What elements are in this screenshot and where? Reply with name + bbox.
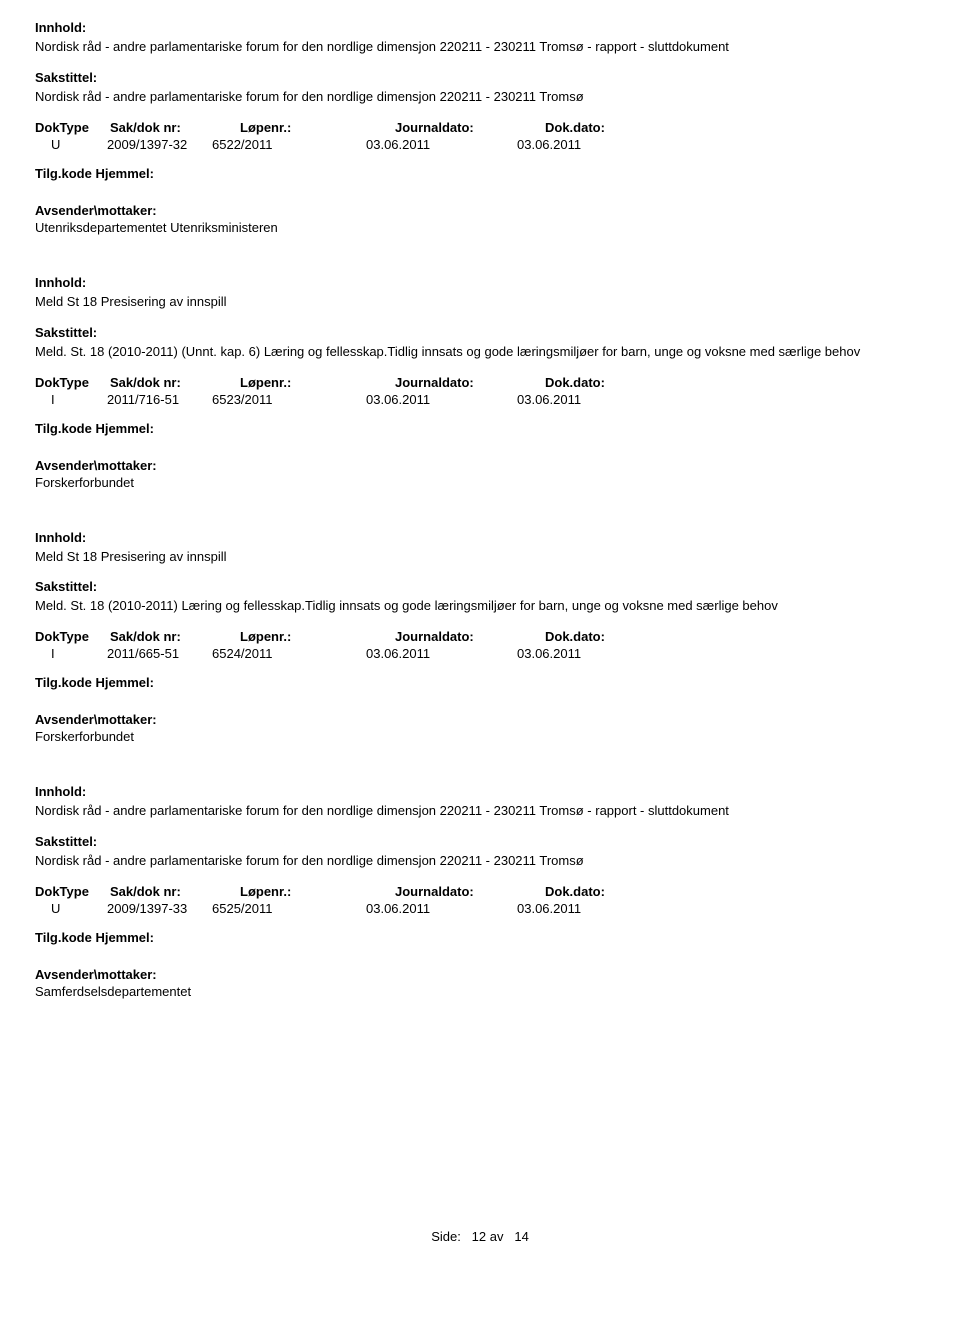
avsender-label: Avsender\mottaker: <box>35 712 925 727</box>
col-header-dokdato: Dok.dato: <box>545 884 695 899</box>
avsender-value: Forskerforbundet <box>35 729 925 744</box>
journal-entry: Innhold: Nordisk råd - andre parlamentar… <box>35 20 925 235</box>
journal-entry: Innhold: Meld St 18 Presisering av innsp… <box>35 530 925 745</box>
col-sakdok: 2009/1397-33 <box>79 901 212 916</box>
avsender-label: Avsender\mottaker: <box>35 967 925 982</box>
col-dokdato: 03.06.2011 <box>517 901 667 916</box>
page-total: 14 <box>514 1229 528 1244</box>
col-doctype: U <box>35 137 79 152</box>
page-footer: Side: 12 av 14 <box>35 1229 925 1244</box>
col-dokdato: 03.06.2011 <box>517 646 667 661</box>
col-journal: 03.06.2011 <box>366 392 517 407</box>
col-journal: 03.06.2011 <box>366 137 517 152</box>
col-header-lopenr: Løpenr.: <box>240 120 395 135</box>
col-doctype: I <box>35 392 79 407</box>
avsender-value: Samferdselsdepartementet <box>35 984 925 999</box>
doc-data-row: I 2011/716-51 6523/2011 03.06.2011 03.06… <box>35 392 925 407</box>
avsender-value: Utenriksdepartementet Utenriksministeren <box>35 220 925 235</box>
doc-header-row: DokType Sak/dok nr: Løpenr.: Journaldato… <box>35 884 925 899</box>
innhold-label: Innhold: <box>35 530 925 545</box>
innhold-label: Innhold: <box>35 275 925 290</box>
sakstittel-value: Meld. St. 18 (2010-2011) Læring og felle… <box>35 598 925 615</box>
page-current: 12 <box>472 1229 486 1244</box>
sakstittel-label: Sakstittel: <box>35 579 925 594</box>
journal-entry: Innhold: Nordisk råd - andre parlamentar… <box>35 784 925 999</box>
tilgkode-label: Tilg.kode <box>35 930 92 945</box>
col-header-journal: Journaldato: <box>395 884 545 899</box>
innhold-label: Innhold: <box>35 784 925 799</box>
doc-header-row: DokType Sak/dok nr: Løpenr.: Journaldato… <box>35 629 925 644</box>
col-header-lopenr: Løpenr.: <box>240 629 395 644</box>
col-sakdok: 2009/1397-32 <box>79 137 212 152</box>
col-lopenr: 6525/2011 <box>212 901 366 916</box>
tilg-row: Tilg.kode Hjemmel: <box>35 166 925 181</box>
avsender-label: Avsender\mottaker: <box>35 458 925 473</box>
hjemmel-label: Hjemmel: <box>95 675 154 690</box>
doc-header-row: DokType Sak/dok nr: Løpenr.: Journaldato… <box>35 375 925 390</box>
col-sakdok: 2011/665-51 <box>79 646 212 661</box>
col-dokdato: 03.06.2011 <box>517 392 667 407</box>
tilg-row: Tilg.kode Hjemmel: <box>35 930 925 945</box>
sakstittel-value: Nordisk råd - andre parlamentariske foru… <box>35 89 925 106</box>
doc-data-row: I 2011/665-51 6524/2011 03.06.2011 03.06… <box>35 646 925 661</box>
col-header-dokdato: Dok.dato: <box>545 629 695 644</box>
tilgkode-label: Tilg.kode <box>35 675 92 690</box>
col-header-doctype: DokType <box>35 629 110 644</box>
col-header-doctype: DokType <box>35 884 110 899</box>
hjemmel-label: Hjemmel: <box>95 166 154 181</box>
col-header-lopenr: Løpenr.: <box>240 884 395 899</box>
col-header-doctype: DokType <box>35 375 110 390</box>
doc-header-row: DokType Sak/dok nr: Løpenr.: Journaldato… <box>35 120 925 135</box>
col-dokdato: 03.06.2011 <box>517 137 667 152</box>
col-header-doctype: DokType <box>35 120 110 135</box>
col-header-journal: Journaldato: <box>395 375 545 390</box>
col-header-journal: Journaldato: <box>395 120 545 135</box>
sakstittel-value: Meld. St. 18 (2010-2011) (Unnt. kap. 6) … <box>35 344 925 361</box>
journal-entry: Innhold: Meld St 18 Presisering av innsp… <box>35 275 925 490</box>
doc-data-row: U 2009/1397-32 6522/2011 03.06.2011 03.0… <box>35 137 925 152</box>
col-header-dokdato: Dok.dato: <box>545 375 695 390</box>
innhold-value: Nordisk råd - andre parlamentariske foru… <box>35 803 925 820</box>
col-doctype: U <box>35 901 79 916</box>
page-prefix: Side: <box>431 1229 461 1244</box>
avsender-label: Avsender\mottaker: <box>35 203 925 218</box>
col-journal: 03.06.2011 <box>366 901 517 916</box>
innhold-value: Nordisk råd - andre parlamentariske foru… <box>35 39 925 56</box>
col-lopenr: 6523/2011 <box>212 392 366 407</box>
sakstittel-value: Nordisk råd - andre parlamentariske foru… <box>35 853 925 870</box>
col-journal: 03.06.2011 <box>366 646 517 661</box>
col-header-sakdok: Sak/dok nr: <box>110 884 240 899</box>
col-lopenr: 6522/2011 <box>212 137 366 152</box>
sakstittel-label: Sakstittel: <box>35 325 925 340</box>
tilg-row: Tilg.kode Hjemmel: <box>35 675 925 690</box>
hjemmel-label: Hjemmel: <box>95 421 154 436</box>
hjemmel-label: Hjemmel: <box>95 930 154 945</box>
tilg-row: Tilg.kode Hjemmel: <box>35 421 925 436</box>
innhold-value: Meld St 18 Presisering av innspill <box>35 294 925 311</box>
col-header-sakdok: Sak/dok nr: <box>110 120 240 135</box>
col-header-sakdok: Sak/dok nr: <box>110 375 240 390</box>
innhold-value: Meld St 18 Presisering av innspill <box>35 549 925 566</box>
tilgkode-label: Tilg.kode <box>35 421 92 436</box>
avsender-value: Forskerforbundet <box>35 475 925 490</box>
sakstittel-label: Sakstittel: <box>35 834 925 849</box>
col-header-journal: Journaldato: <box>395 629 545 644</box>
page-sep: av <box>490 1229 504 1244</box>
col-header-lopenr: Løpenr.: <box>240 375 395 390</box>
innhold-label: Innhold: <box>35 20 925 35</box>
tilgkode-label: Tilg.kode <box>35 166 92 181</box>
col-sakdok: 2011/716-51 <box>79 392 212 407</box>
col-doctype: I <box>35 646 79 661</box>
col-header-dokdato: Dok.dato: <box>545 120 695 135</box>
doc-data-row: U 2009/1397-33 6525/2011 03.06.2011 03.0… <box>35 901 925 916</box>
sakstittel-label: Sakstittel: <box>35 70 925 85</box>
col-lopenr: 6524/2011 <box>212 646 366 661</box>
col-header-sakdok: Sak/dok nr: <box>110 629 240 644</box>
